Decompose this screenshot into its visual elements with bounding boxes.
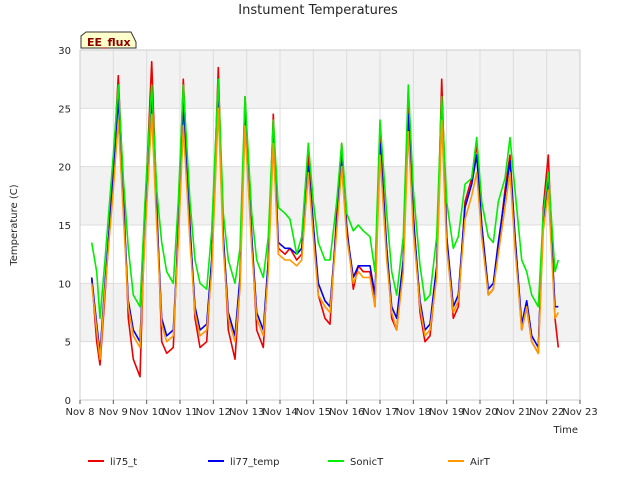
- x-tick-label: Nov 18: [396, 407, 431, 418]
- x-axis-label: Time: [553, 425, 578, 436]
- badge-label: EE_flux: [87, 36, 131, 49]
- legend-label: li75_t: [110, 457, 137, 468]
- x-tick-label: Nov 19: [429, 407, 464, 418]
- series-layer: [90, 60, 560, 378]
- y-tick-label: 5: [65, 338, 71, 349]
- y-tick-label: 30: [58, 46, 71, 57]
- legend-label: AirT: [470, 457, 491, 468]
- chart-title: Instument Temperatures: [238, 3, 398, 18]
- x-tick-label: Nov 23: [562, 407, 597, 418]
- x-tick-label: Nov 10: [129, 407, 164, 418]
- series-line-li77_temp: [90, 84, 559, 355]
- x-tick-label: Nov 20: [462, 407, 497, 418]
- x-tick-label: Nov 11: [162, 407, 197, 418]
- y-tick-label: 20: [58, 163, 71, 174]
- y-tick-label: 0: [65, 396, 71, 407]
- badge: EE_flux: [80, 31, 137, 49]
- series-line-AirT: [90, 107, 559, 360]
- badge-box: [80, 31, 137, 49]
- y-tick-labels: 0 5 10 15 20 25 30: [58, 46, 71, 407]
- legend: li75_t li77_temp SonicT AirT: [88, 457, 491, 468]
- x-tick-label: Nov 13: [229, 407, 264, 418]
- y-tick-label: 10: [58, 279, 71, 290]
- x-tick-label: Nov 15: [296, 407, 331, 418]
- x-tick-label: Nov 22: [529, 407, 564, 418]
- x-tick-label: Nov 14: [262, 407, 297, 418]
- grid-band: [80, 50, 580, 109]
- series-line-SonicT: [90, 78, 560, 320]
- y-tick-label: 15: [58, 221, 71, 232]
- x-tick-label: Nov 12: [196, 407, 231, 418]
- plot-area: [79, 49, 581, 401]
- y-tick-label: 25: [58, 104, 71, 115]
- x-tick-label: Nov 17: [362, 407, 397, 418]
- legend-label: SonicT: [350, 457, 384, 468]
- x-tick-label: Nov 9: [99, 407, 128, 418]
- x-tick-label: Nov 8: [65, 407, 94, 418]
- y-axis-label: Temperature (C): [9, 184, 20, 266]
- x-tick-label: Nov 21: [496, 407, 531, 418]
- legend-label: li77_temp: [230, 457, 279, 468]
- x-tick-label: Nov 16: [329, 407, 364, 418]
